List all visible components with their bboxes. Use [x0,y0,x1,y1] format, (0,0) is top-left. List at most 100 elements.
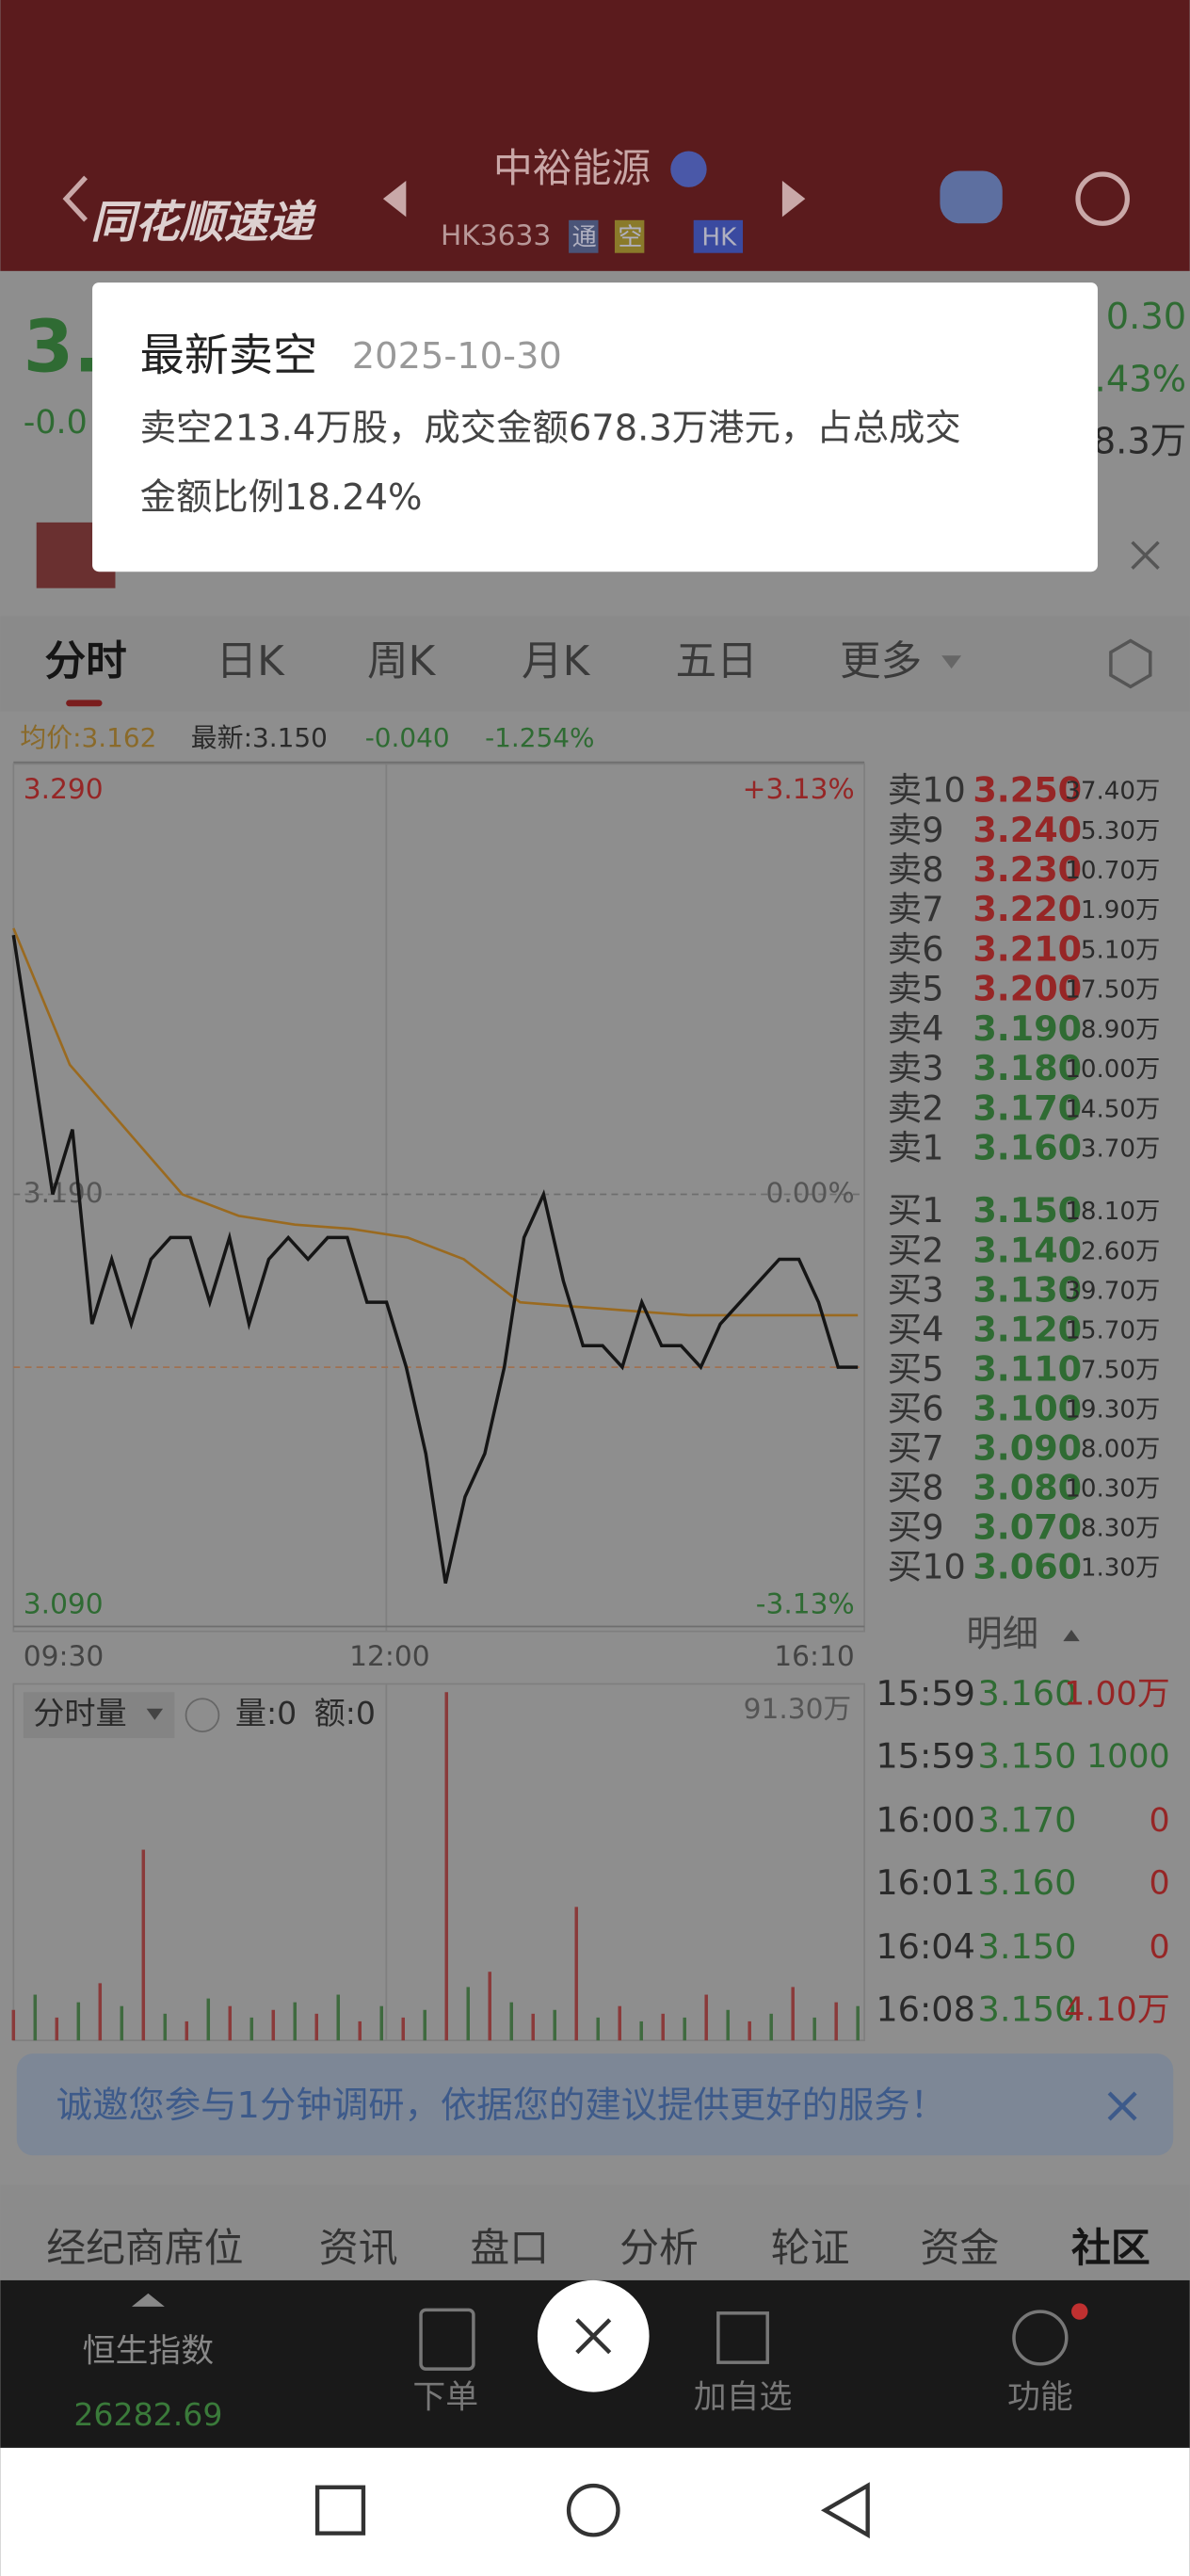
y-tick-label: 3.290 [24,772,104,805]
book-price: 3.100 [973,1388,1082,1428]
info-latest: 最新:3.150 [191,722,328,753]
volume-bar [444,1692,448,2041]
volume-bar [358,2021,362,2041]
book-label: 买7 [888,1428,944,1469]
index-name: 恒生指数 [83,2333,215,2371]
info-avg: 均价:3.162 [20,722,156,753]
robot-icon[interactable] [940,170,1003,224]
volume-bar [834,2002,838,2041]
banner-close[interactable] [1107,2091,1137,2121]
order-icon[interactable] [419,2308,475,2371]
price: 3. [24,305,102,389]
volume-bar [423,2009,426,2041]
tab: 月K [522,638,591,685]
book-label: 卖6 [888,928,944,969]
detail-volume: 0 [1150,1802,1170,1840]
book-volume: 37.40万 [1065,778,1160,806]
stock-code: HK3633 [441,218,551,251]
book-label: 卖4 [888,1008,944,1049]
popup-title: 最新卖空 [140,330,317,381]
volume-bar [618,2005,621,2041]
detail-price: 3.170 [978,1800,1077,1841]
banner-text: 诚邀您参与1分钟调研，依据您的建议提供更好的服务！ [56,2085,946,2127]
book-volume: 2.60万 [1081,1237,1160,1265]
search-icon[interactable] [1075,171,1130,226]
next-stock[interactable] [781,180,806,217]
volume-bar [379,2005,383,2041]
detail-price: 3.150 [978,1926,1077,1967]
book-volume: 8.30万 [1081,1515,1160,1543]
book-price: 3.110 [973,1348,1082,1389]
tab: 周K [367,638,437,685]
index-arrow[interactable] [131,2293,165,2307]
book-volume: 1.30万 [1081,1554,1160,1583]
detail-time: 15:59 [876,1673,975,1714]
volume-bar [141,1849,146,2041]
info-change: -0.040 [365,722,450,753]
change: -0.0 [24,404,88,442]
volume-bar [271,2009,276,2041]
nav-home[interactable] [566,2483,620,2537]
body-bg [0,270,1190,2284]
book-label: 买5 [888,1348,944,1389]
prev-stock[interactable] [382,180,407,217]
volume-bar [120,2005,124,2041]
func-icon[interactable] [1012,2310,1069,2366]
volume-bar [76,2002,81,2041]
system-nav-bg [0,2447,1190,2576]
chart-frame [12,763,866,1633]
add-icon[interactable] [716,2311,769,2364]
info-pct: -1.254% [485,722,594,753]
detail-volume: 0 [1150,1864,1170,1902]
volume-bar [639,2021,643,2041]
nav-back[interactable] [820,2482,870,2539]
volume-bar [33,1994,38,2041]
volume-bar [249,2017,254,2041]
volume-qty: 量:0 [235,1695,297,1731]
volume-bar [769,2013,773,2041]
volume-bar [314,2013,319,2041]
volume-frame [12,1682,866,2042]
detail-volume: 1000 [1086,1738,1170,1776]
volume-selector[interactable] [23,1692,175,1739]
book-volume: 14.50万 [1065,1095,1160,1123]
book-volume: 10.70万 [1065,857,1160,885]
book-label: 买9 [888,1507,944,1548]
book-label: 卖3 [888,1048,944,1088]
quote-right: 0.30 [1106,296,1186,338]
tag-bg [614,219,645,253]
book-price: 3.190 [973,1008,1082,1049]
book-label: 卖7 [888,889,944,929]
book-volume: 1.90万 [1081,896,1160,925]
bottom-tabs-bg [0,2184,1190,2280]
tag-bg [693,219,744,253]
brand: 同花顺速递 [90,197,316,249]
more-arrow [941,655,962,669]
book-label: 买2 [888,1230,944,1270]
help-icon[interactable] [185,1698,220,1732]
volume-bar [466,1987,470,2041]
detail-volume: 4.10万 [1064,1991,1170,2029]
volume-bar [812,2017,816,2041]
price-line [11,934,859,1584]
book-label: 买10 [888,1547,966,1587]
nav-recent[interactable] [314,2485,366,2536]
close-strip[interactable] [1131,540,1160,570]
detail-price: 3.160 [978,1862,1077,1903]
tab: 五日 [676,638,758,685]
book-price: 3.150 [973,1190,1082,1231]
book-volume: 17.50万 [1065,976,1160,1005]
book-volume: 7.50万 [1081,1356,1160,1384]
back-arrow[interactable] [62,175,88,222]
volume-bar [704,1994,708,2041]
y-tick-label: 3.090 [24,1586,104,1619]
detail-time: 16:01 [876,1862,975,1903]
volume-bar [163,2013,168,2041]
volume-bar [574,1907,578,2041]
book-volume: 8.00万 [1081,1436,1160,1464]
bottom-tab: 社区 [1071,2225,1150,2271]
volume-bar [185,2021,189,2041]
book-volume: 18.10万 [1065,1198,1160,1226]
settings-icon[interactable] [1109,638,1152,689]
book-price: 3.240 [973,810,1082,850]
